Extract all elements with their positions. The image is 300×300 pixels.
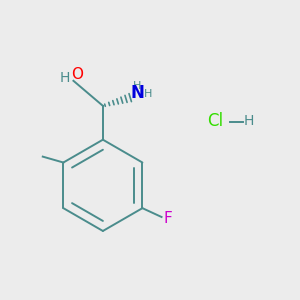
Text: H: H: [244, 114, 254, 128]
Text: F: F: [164, 211, 172, 226]
Text: H: H: [143, 89, 152, 99]
Text: N: N: [130, 85, 144, 103]
Text: H: H: [60, 71, 70, 85]
Text: Cl: Cl: [207, 112, 223, 130]
Text: O: O: [71, 67, 83, 82]
Text: H: H: [133, 81, 142, 91]
